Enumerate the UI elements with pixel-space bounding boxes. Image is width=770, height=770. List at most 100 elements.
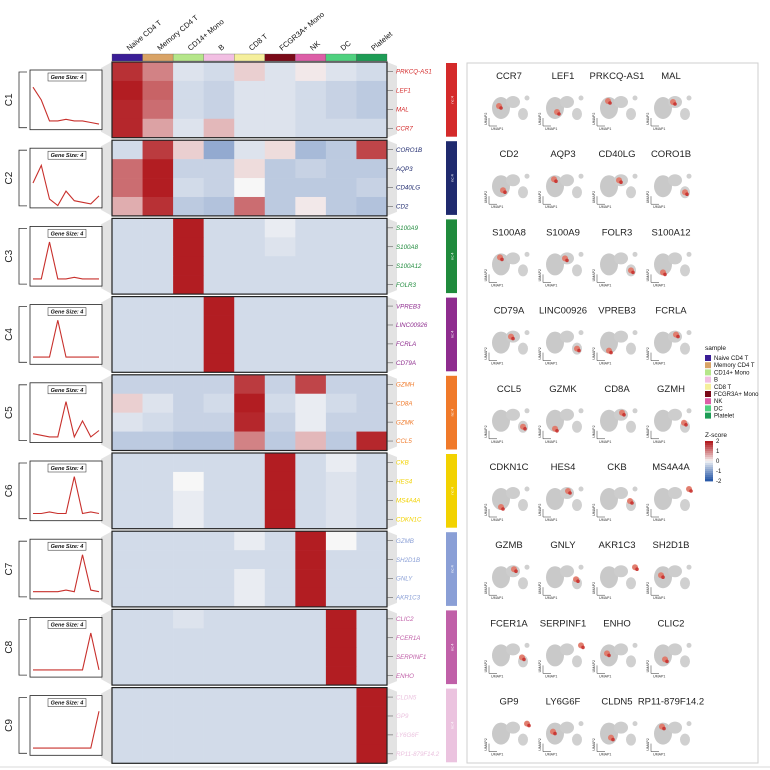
heatmap-cell bbox=[203, 725, 235, 745]
zscore-gradient-step bbox=[705, 449, 713, 452]
connector-right bbox=[387, 687, 397, 764]
cluster-color-bar bbox=[446, 688, 457, 763]
umap-blob bbox=[686, 721, 692, 727]
umap-axis-label: UMAP1 bbox=[653, 283, 665, 287]
heatmap-cell bbox=[356, 178, 388, 198]
heatmap-cell bbox=[173, 218, 204, 238]
profile-line bbox=[33, 476, 100, 515]
umap-title: CD2 bbox=[499, 149, 518, 160]
profile-line bbox=[33, 320, 99, 358]
umap-title: SH2D1B bbox=[653, 540, 690, 551]
umap-blob bbox=[654, 97, 672, 119]
heatmap-cell bbox=[142, 647, 174, 667]
heatmap-cell bbox=[295, 118, 327, 138]
umap-highlight bbox=[501, 507, 505, 511]
umap-blob bbox=[668, 252, 682, 265]
zscore-tick: -2 bbox=[716, 479, 722, 485]
zscore-gradient-step bbox=[705, 441, 713, 444]
gene-label: MS4A4A bbox=[396, 498, 420, 505]
umap-blob bbox=[572, 499, 582, 511]
umap-highlight bbox=[607, 653, 611, 658]
umap-blob bbox=[600, 488, 618, 510]
profile-line bbox=[33, 241, 99, 280]
cluster-label: C4 bbox=[4, 328, 15, 341]
heatmap-cell bbox=[142, 178, 174, 198]
umap-title: AKR1C3 bbox=[599, 540, 636, 551]
umap-axis-label: UMAP1 bbox=[653, 753, 665, 757]
umap-title: GZMK bbox=[549, 384, 577, 395]
umap-axis-label: UMAP1 bbox=[599, 205, 611, 209]
heatmap-cell bbox=[203, 628, 235, 648]
heatmap-cell bbox=[142, 80, 174, 101]
cluster-label: C2 bbox=[4, 171, 15, 184]
umap-title: MAL bbox=[661, 71, 681, 82]
heatmap-cell bbox=[173, 666, 204, 686]
umap-blob bbox=[546, 409, 564, 432]
umap-blob bbox=[506, 96, 520, 108]
umap-blob bbox=[654, 175, 672, 198]
heatmap-cell bbox=[264, 412, 296, 432]
heatmap-cell bbox=[264, 490, 296, 511]
cluster-c9: CLDN5 GP9 LY6G6F RP11-879F14.2 nc:4 C9 Gene Si… bbox=[4, 686, 704, 764]
heatmap-cell bbox=[173, 628, 204, 648]
heatmap-cell bbox=[234, 393, 266, 413]
gene-label: S100A9 bbox=[396, 225, 419, 232]
heatmap-cell bbox=[325, 431, 357, 451]
heatmap-cell bbox=[142, 471, 174, 492]
zscore-gradient-step bbox=[705, 463, 713, 466]
heatmap-cell bbox=[295, 550, 327, 570]
heatmap-cell bbox=[264, 140, 296, 160]
heatmap-cell bbox=[325, 275, 357, 295]
cluster-color-bar bbox=[446, 610, 457, 685]
heatmap-cell bbox=[295, 334, 327, 354]
umap-blob bbox=[686, 95, 692, 101]
heatmap-cell bbox=[264, 687, 296, 707]
umap-axis-label: UMAP2 bbox=[484, 425, 488, 437]
heatmap-cell bbox=[264, 744, 296, 764]
umap-title: GZMB bbox=[495, 540, 522, 551]
heatmap-cell bbox=[234, 80, 266, 101]
gene-label: GZMH bbox=[396, 381, 415, 388]
zscore-gradient-step bbox=[705, 459, 713, 462]
umap-blob bbox=[546, 488, 564, 510]
gene-size-box bbox=[47, 385, 87, 395]
heatmap-cell bbox=[173, 140, 204, 160]
heatmap-cell bbox=[142, 609, 174, 629]
umap-highlight bbox=[622, 413, 626, 417]
umap-axis-label: UMAP2 bbox=[592, 582, 596, 594]
cluster-c1: PRKCQ-AS1 LEF1 MAL CCR7 nc:4 C1 Gene Size: 4 CC… bbox=[4, 61, 692, 139]
legend-swatch bbox=[705, 376, 711, 383]
umap-blob bbox=[668, 721, 682, 734]
umap-blob bbox=[524, 251, 530, 257]
heatmap-cell bbox=[234, 628, 266, 648]
heatmap-cell bbox=[325, 99, 357, 120]
gene-label: GNLY bbox=[396, 576, 413, 583]
heatmap-cell bbox=[203, 99, 235, 120]
umap-axis-label: UMAP2 bbox=[484, 269, 488, 281]
gene-label: S100A8 bbox=[396, 244, 419, 251]
umap-axis-label: UMAP2 bbox=[538, 425, 542, 437]
heatmap-cell bbox=[325, 490, 357, 511]
gene-label: FOLR3 bbox=[396, 282, 417, 289]
heatmap-cell bbox=[173, 196, 204, 217]
heatmap-cell bbox=[203, 509, 235, 529]
heatmap-cell bbox=[142, 218, 174, 238]
gene-label: AQP3 bbox=[395, 166, 413, 173]
zscore-title: Z-score bbox=[705, 432, 727, 439]
gene-size-label: Gene Size: 4 bbox=[51, 231, 84, 237]
heatmap-cell bbox=[203, 412, 235, 432]
umap-blob bbox=[614, 565, 628, 578]
heatmap-cell bbox=[356, 647, 388, 667]
umap-blob bbox=[524, 642, 530, 648]
legend-label: B bbox=[714, 378, 718, 384]
gene-size-box bbox=[47, 150, 87, 160]
heatmap-cell bbox=[112, 453, 143, 473]
heatmap-cell bbox=[234, 744, 266, 764]
connector-right bbox=[387, 453, 397, 529]
heatmap-cell bbox=[295, 666, 327, 686]
heatmap-cell bbox=[325, 159, 357, 179]
umap-blob bbox=[492, 722, 510, 745]
umap-blob bbox=[632, 486, 638, 492]
